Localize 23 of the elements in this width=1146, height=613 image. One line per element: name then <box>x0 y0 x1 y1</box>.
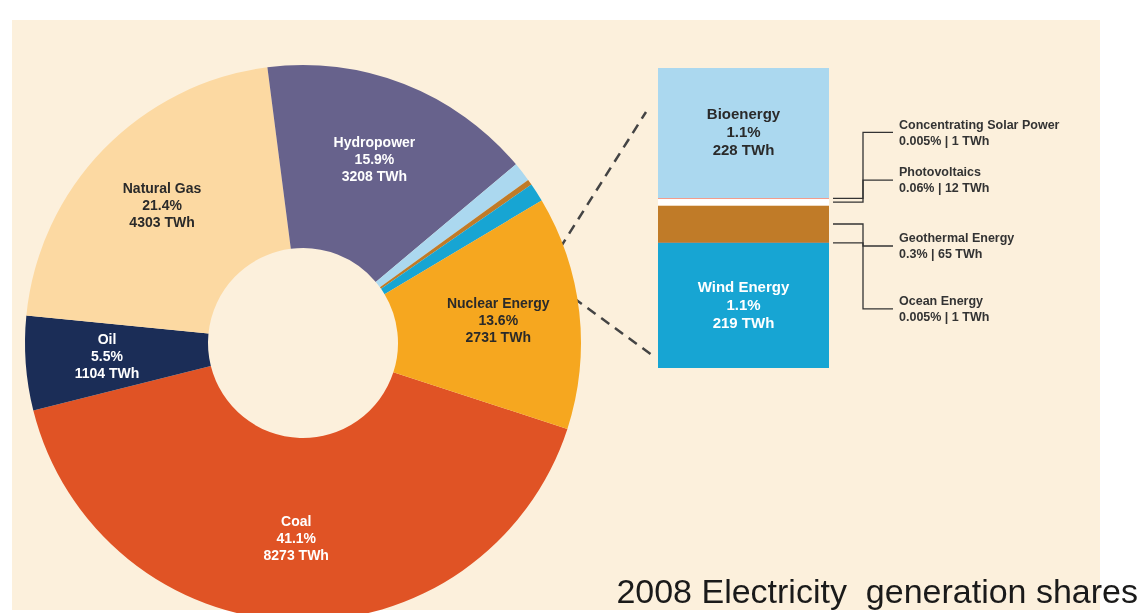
text: 2008 Electricity generation shares <box>616 572 1138 611</box>
slice-label: Nuclear Energy <box>446 294 550 311</box>
slice-label: Oil <box>97 331 117 348</box>
data-label: 1.1% 228 TWh <box>712 122 775 158</box>
data-label: 15.9% 3208 TWh <box>341 150 408 184</box>
data-label: 21.4% 4303 TWh <box>129 196 195 230</box>
series-label: Bioenergy <box>706 104 781 122</box>
text: Ocean Energy <box>899 294 984 309</box>
text: Concentrating Solar Power <box>899 117 1060 132</box>
data-label: 0.06% | 12 TWh <box>899 181 990 196</box>
slice-label: Coal <box>281 513 312 530</box>
data-label: 41.1% 8273 TWh <box>263 530 329 564</box>
data-label: 1.1% 219 TWh <box>712 295 775 331</box>
slice-label: Hydropower <box>333 133 416 150</box>
data-label: 0.005% | 1 TWh <box>899 133 990 148</box>
slice-label: Natural Gas <box>122 179 202 196</box>
text: Geothermal Energy <box>899 231 1015 246</box>
data-label: 13.6% 2731 TWh <box>465 311 531 345</box>
data-label: 0.3% | 65 TWh <box>899 247 983 262</box>
data-label: 5.5% 1104 TWh <box>74 348 140 382</box>
text: Photovoltaics <box>899 165 982 180</box>
data-label: 0.005% | 1 TWh <box>899 310 990 325</box>
series-label: Wind Energy <box>697 277 790 295</box>
